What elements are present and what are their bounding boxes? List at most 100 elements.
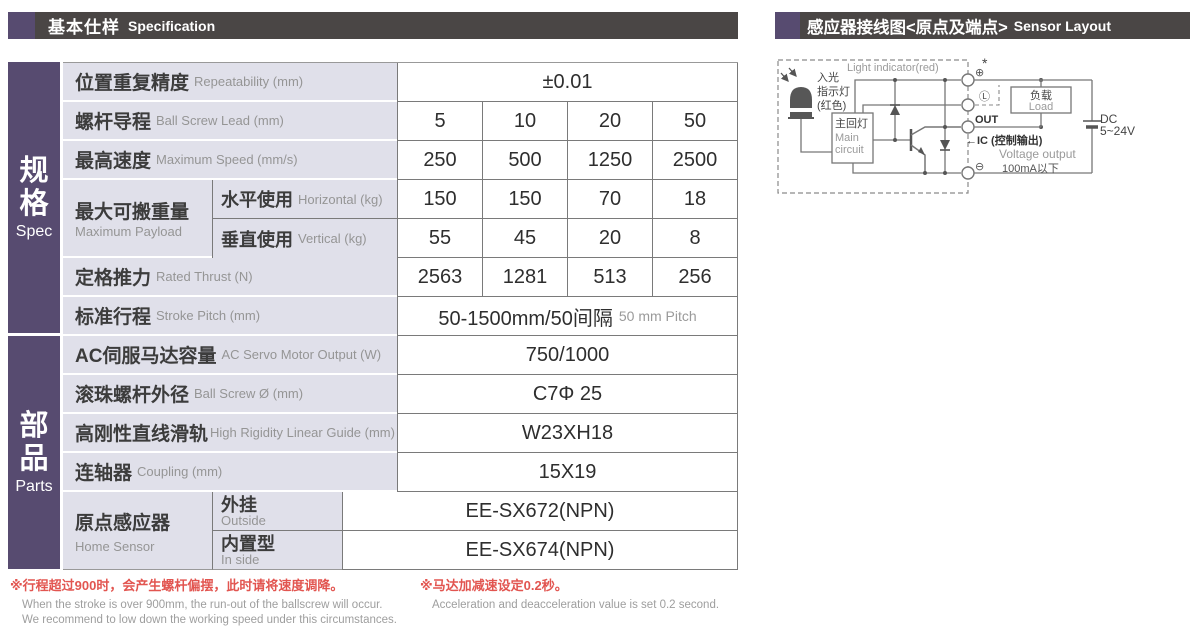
cell-value: ±0.01 (398, 63, 738, 102)
external-wires (974, 79, 1093, 174)
zener-diode-left (890, 80, 900, 140)
footnote-right: ※马达加减速设定0.2秒。 Acceleration and deacceler… (420, 575, 719, 613)
subrow-label-zh: 内置型 (221, 533, 275, 554)
row-label-payload: 最大可搬重量 Maximum Payload (63, 180, 212, 258)
load-label-en: Load (1029, 101, 1053, 113)
row-label: 定格推力 Rated Thrust (N) (63, 258, 397, 297)
cell-value: 50-1500mm/50间隔 50 mm Pitch (398, 297, 738, 336)
ic-output-label: ←IC (控制输出) (966, 133, 1043, 147)
voltage-output-label: Voltage output (999, 147, 1076, 161)
cell-value: 1281 (483, 258, 568, 297)
row-label: 位置重复精度 Repeatability (mm) (63, 63, 397, 102)
row-label-en: Stroke Pitch (mm) (156, 308, 261, 323)
row-label-zh: 最大可搬重量 (75, 202, 190, 223)
star-mark: * (982, 55, 988, 71)
cell-value: 2563 (398, 258, 483, 297)
subrow-horizontal: 水平使用 Horizontal (kg) 150 150 70 18 (212, 180, 738, 219)
cell-value: 256 (653, 258, 738, 297)
sensor-header-accent-square (775, 12, 800, 39)
row-label-en: Rated Thrust (N) (156, 269, 253, 284)
row-label-zh: 高刚性直线滑轨 (75, 424, 209, 445)
table-row-guide: 高刚性直线滑轨 High Rigidity Linear Guide (mm) … (63, 414, 738, 453)
row-label: 滚珠螺杆外径 Ball Screw Ø (mm) (63, 375, 397, 414)
row-label-zh: AC伺服马达容量 (75, 346, 217, 367)
transistor-symbol (909, 126, 961, 173)
light-indicator-label: Light indicator(red) (847, 62, 939, 74)
row-label: 最高速度 Maximum Speed (mm/s) (63, 141, 397, 180)
sidebar-parts-label-zh: 部品 (19, 409, 49, 475)
subrow-label: 垂直使用 Vertical (kg) (212, 219, 397, 258)
subrow-vertical: 垂直使用 Vertical (kg) 55 45 20 8 (212, 219, 738, 258)
terminal-plus-label: ⊕ (975, 67, 984, 79)
led-indicator-icon (780, 67, 814, 119)
subrow-label-en: Outside (221, 512, 266, 528)
footnote-left: ※行程超过900时，会产生螺杆偏摆，此时请将速度调降。 When the str… (10, 575, 397, 628)
cell-value: 50 (653, 102, 738, 141)
subrow-label-zh: 水平使用 (221, 190, 293, 210)
cell-value: 10 (483, 102, 568, 141)
terminal-minus-label: ⊖ (975, 161, 984, 173)
cell-value: 750/1000 (398, 336, 738, 375)
row-label-zh: 最高速度 (75, 151, 152, 172)
cell-value-sub: 50 mm Pitch (618, 308, 697, 324)
table-row-repeatability: 位置重复精度 Repeatability (mm) ±0.01 (63, 63, 738, 102)
row-label-en: Coupling (mm) (137, 464, 223, 479)
spec-header-accent-square (8, 12, 35, 39)
subrow-label: 外挂 Outside (212, 492, 342, 531)
cell-value: 500 (483, 141, 568, 180)
cell-value: 15X19 (398, 453, 738, 492)
subrow-label-zh: 垂直使用 (221, 229, 293, 250)
row-label-zh: 位置重复精度 (75, 73, 190, 94)
footnote-right-zh: ※马达加减速设定0.2秒。 (420, 578, 568, 593)
footnote-right-en-1: Acceleration and deacceleration value is… (432, 599, 720, 611)
battery-symbol (1083, 120, 1101, 129)
main-circuit-label-en-2: circuit (835, 144, 864, 156)
terminal-l (961, 98, 975, 112)
led-label-zh-1: 入光 (817, 70, 839, 84)
spec-table-rows: 位置重复精度 Repeatability (mm) ±0.01 螺杆导程 Bal… (63, 62, 738, 570)
row-label-en: AC Servo Motor Output (W) (221, 347, 382, 362)
row-label-en: Maximum Speed (mm/s) (156, 152, 298, 167)
junction-dots (893, 78, 1043, 175)
terminal-out-label: OUT (975, 114, 999, 126)
sensor-wiring-diagram: 主回灯 Main circuit (777, 55, 1135, 194)
led-label-zh-3: (红色) (817, 98, 846, 112)
footnote-left-zh: ※行程超过900时，会产生螺杆偏摆，此时请将速度调降。 (10, 578, 344, 593)
row-label-en: Home Sensor (75, 538, 155, 554)
load-label-zh: 负载 (1030, 88, 1052, 102)
subrow-label-zh: 外挂 (221, 494, 257, 515)
cell-value: 250 (398, 141, 483, 180)
row-label-en: Ball Screw Lead (mm) (156, 113, 284, 128)
cell-value: 1250 (568, 141, 653, 180)
row-label-en: High Rigidity Linear Guide (mm) (210, 425, 395, 440)
footnote-left-en-2: We recommend to low down the working spe… (22, 614, 397, 626)
subrow-label-en: Vertical (kg) (298, 231, 367, 246)
cell-value: 55 (398, 219, 483, 258)
table-row-screw-dia: 滚珠螺杆外径 Ball Screw Ø (mm) C7Φ 25 (63, 375, 738, 414)
cell-value: C7Φ 25 (398, 375, 738, 414)
table-row-lead: 螺杆导程 Ball Screw Lead (mm) 5 10 20 50 (63, 102, 738, 141)
terminal-out (961, 120, 975, 134)
cell-value: 150 (483, 180, 568, 219)
row-label-zh: 螺杆导程 (75, 112, 152, 133)
spec-table: 规格 Spec 部品 Parts 位置重复精度 Repeatability (m… (8, 62, 738, 570)
load-box: 负载 Load (1010, 86, 1072, 114)
subrow-label: 内置型 In side (212, 531, 342, 570)
row-label: 高刚性直线滑轨 High Rigidity Linear Guide (mm) (63, 414, 397, 453)
main-circuit-label-en-1: Main (835, 132, 859, 144)
sidebar-spec-label-en: Spec (15, 222, 53, 240)
dc-label-2: 5~24V (1100, 124, 1135, 138)
main-circuit-box: 主回灯 Main circuit (831, 112, 874, 164)
sidebar-spec-label-zh: 规格 (19, 154, 49, 220)
footnote-left-en-1: When the stroke is over 900mm, the run-o… (22, 599, 383, 611)
cell-value: EE-SX674(NPN) (343, 531, 738, 570)
row-label-home-sensor: 原点感应器 Home Sensor (63, 492, 212, 570)
spec-header-title-zh: 基本仕样 (48, 18, 120, 37)
row-label-zh: 滚珠螺杆外径 (75, 385, 190, 406)
cell-value-main: 50-1500mm/50间隔 (438, 307, 613, 330)
row-label: AC伺服马达容量 AC Servo Motor Output (W) (63, 336, 397, 375)
cell-value: 20 (568, 102, 653, 141)
cell-value: EE-SX672(NPN) (343, 492, 738, 531)
sidebar-parts-label-en: Parts (15, 477, 53, 495)
